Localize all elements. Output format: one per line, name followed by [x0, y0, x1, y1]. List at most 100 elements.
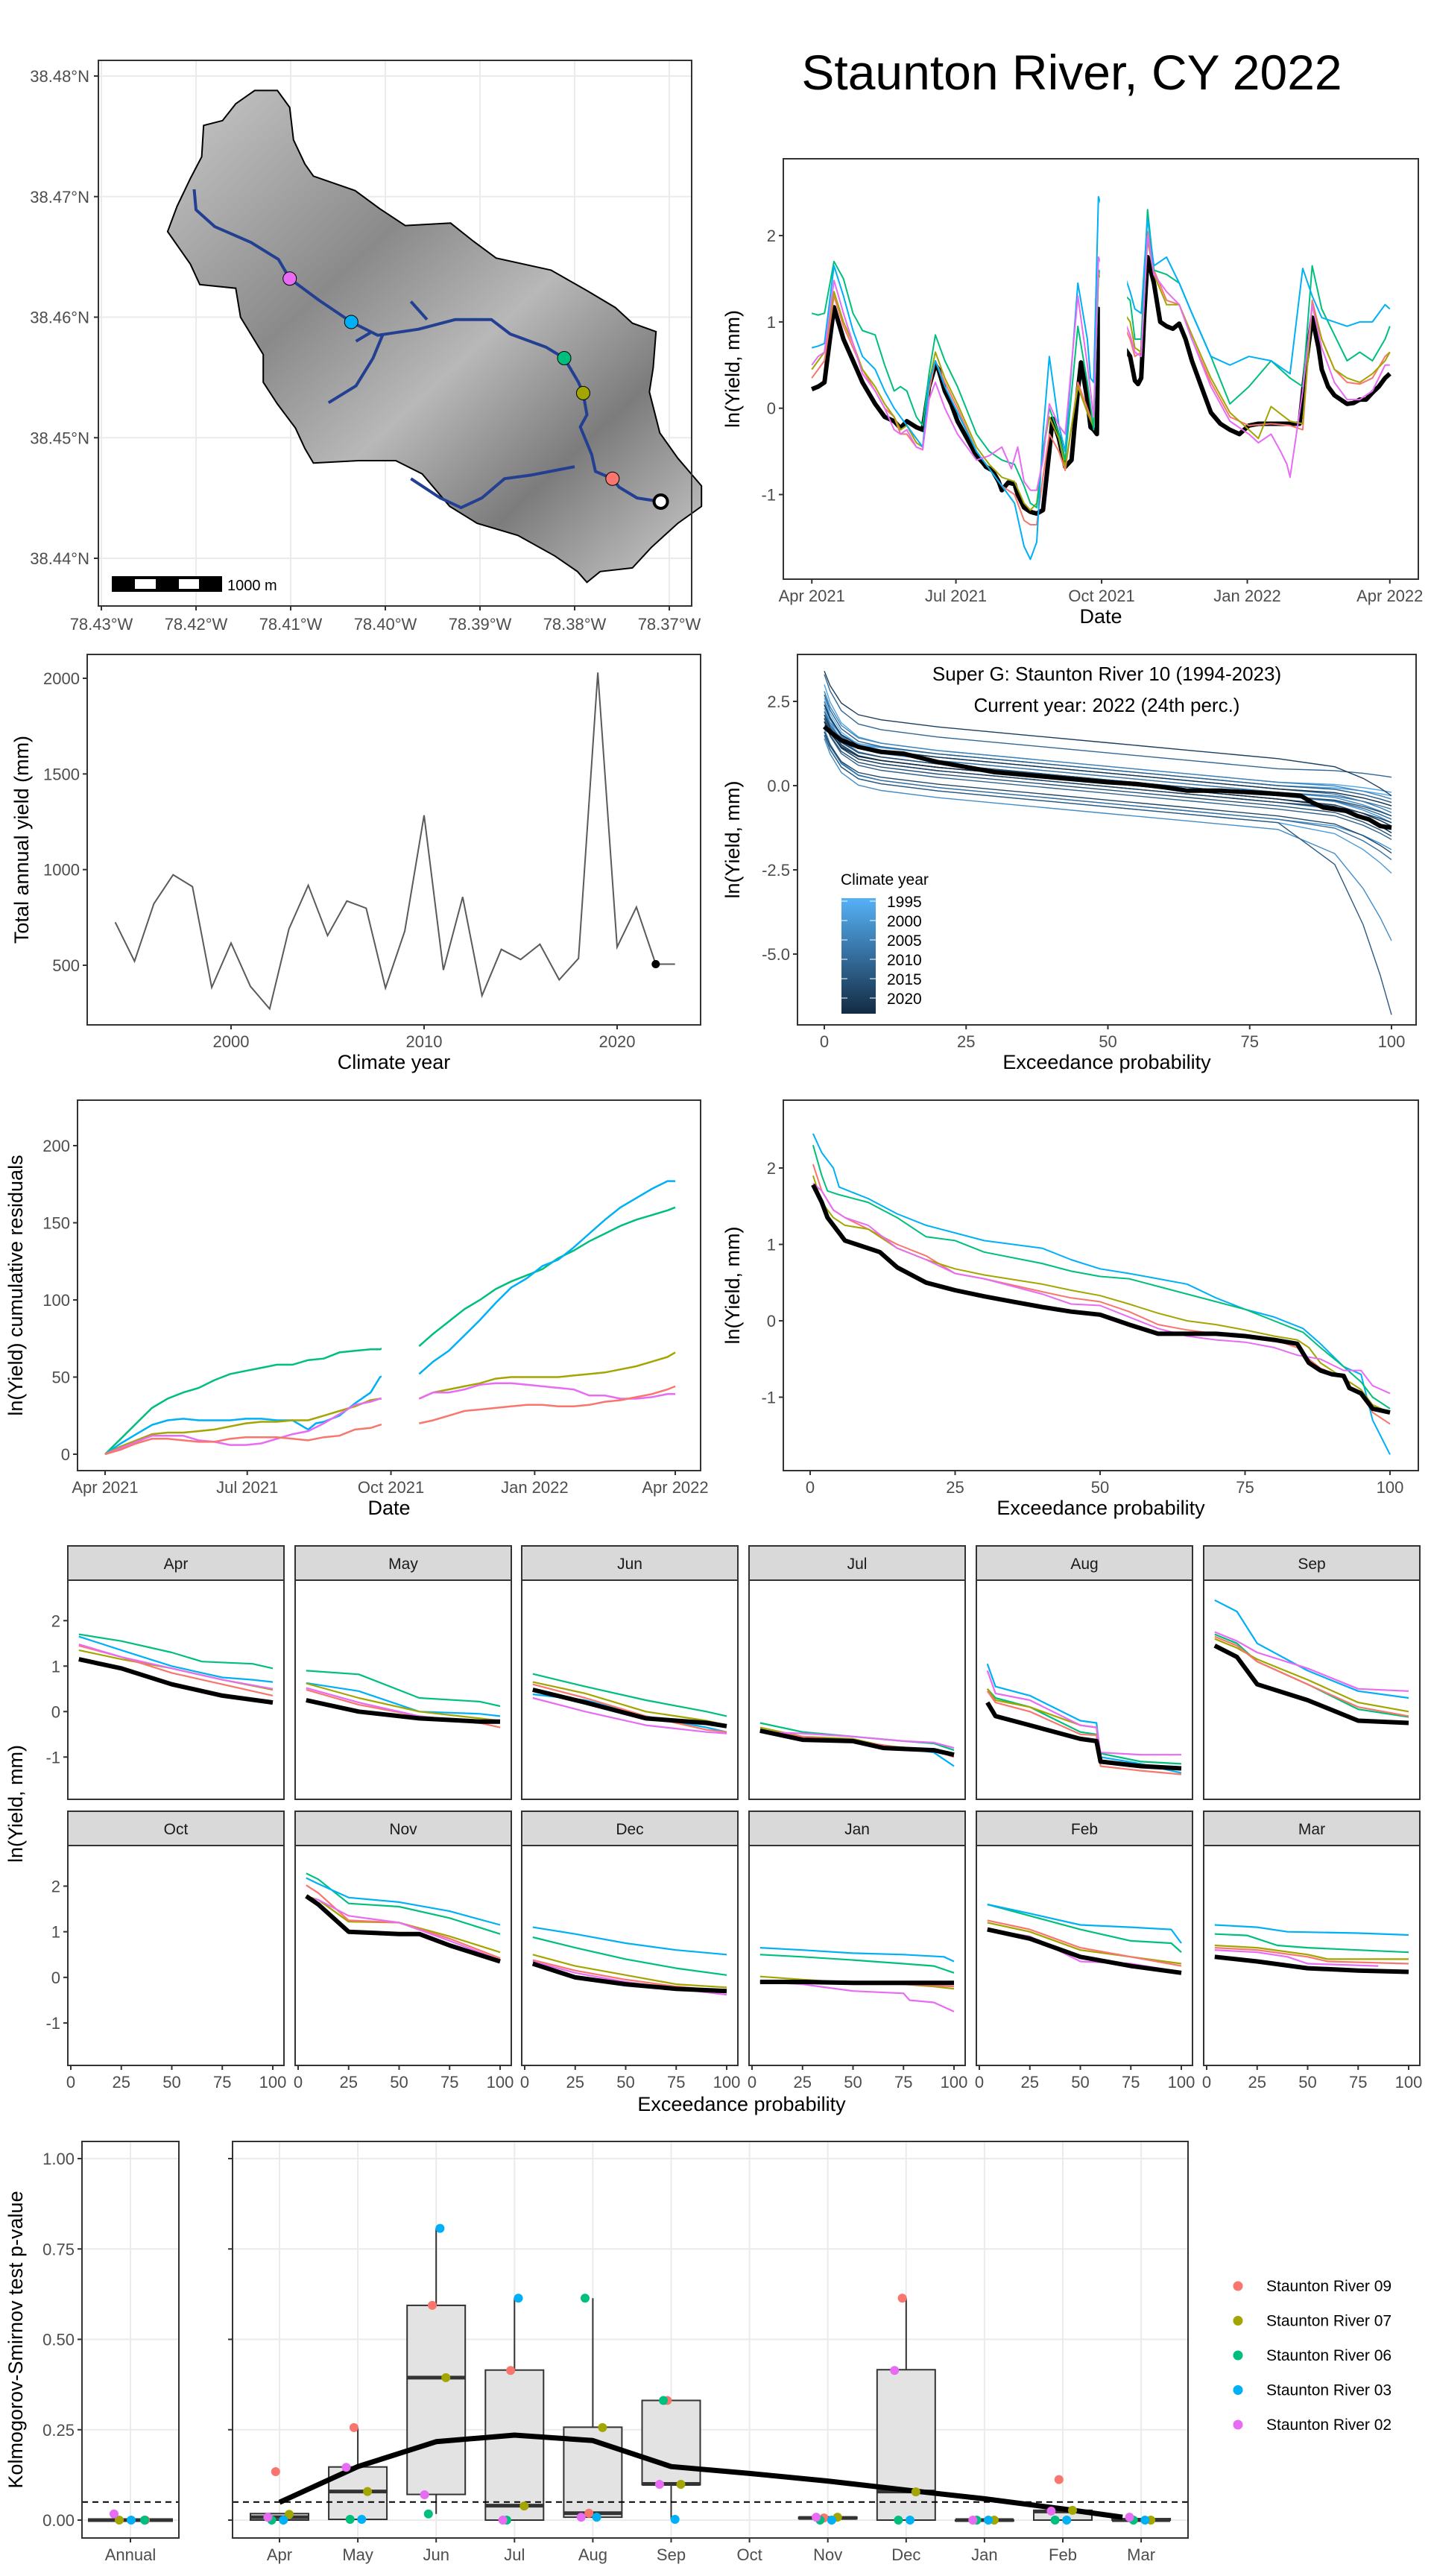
facet-strip-label: Mar [1298, 1821, 1325, 1838]
stream-line [409, 300, 429, 321]
y-tick-label: 50 [52, 1368, 70, 1387]
facet-strip-label: Jan [844, 1821, 870, 1838]
site-point [592, 2513, 601, 2522]
box [406, 2304, 467, 2496]
reference-duration-line [305, 1894, 501, 1964]
legend-item: Staunton River 06 [1233, 2347, 1391, 2364]
y-tick-label: 0 [51, 1969, 60, 1987]
duration-line [532, 1926, 727, 1956]
reference-duration-line [1214, 1954, 1409, 1974]
x-tick-label: Aug [578, 2545, 607, 2564]
y-axis-title: ln(Yield, mm) [721, 310, 744, 428]
x-tick-label: 0 [294, 2073, 303, 2092]
climate-year-line [824, 721, 1392, 840]
map-axes: 78.43°W 78.42°W 78.41°W 78.40°W 78.39°W 78.38… [30, 67, 701, 634]
scale-bar-label: 1000 m [227, 578, 277, 594]
x-tick-label: 25 [957, 1032, 975, 1051]
site-point [576, 2513, 586, 2522]
duration-line [987, 1903, 1182, 1954]
x-tick-label: Oct 2021 [358, 1478, 424, 1497]
x-tick-label: 50 [1298, 2073, 1316, 2092]
plot-background [68, 1846, 284, 2065]
map-x-tick-label: 78.43°W [70, 615, 133, 634]
y-tick-label: 100 [42, 1291, 70, 1310]
data-gap [381, 1102, 418, 1469]
site-point [906, 2516, 914, 2525]
x-tick-label: Jun [423, 2545, 449, 2564]
duration-line [812, 1175, 1391, 1413]
y-tick-label: 0 [51, 1702, 60, 1721]
site-point [357, 2515, 367, 2525]
site-point [584, 2508, 594, 2518]
plot-background [783, 1100, 1418, 1471]
duration-line [306, 1682, 501, 1722]
climate-year-line [824, 731, 1392, 853]
map-x-tick-label: 78.39°W [449, 615, 512, 634]
facet-strip-label: Sep [1298, 1556, 1325, 1573]
monthly-duration-facets: Apr -1 0 1 2 May Jun Jul Aug Sep Oct -1 0 1 2 0 25 50 75 10… [4, 1545, 1422, 2115]
x-tick-label: Apr 2022 [1356, 587, 1423, 605]
colorbar-label: 1995 [887, 894, 922, 911]
duration-line [1214, 1631, 1409, 1692]
site-marker [344, 315, 358, 329]
facet-jul: Jul [748, 1545, 966, 1800]
x-tick-label: Jul 2021 [216, 1478, 278, 1497]
cumulative-residuals-panel: 0 50 100 150 200 Apr 2021 Jul 2021 Oct 2021 Jan … [4, 1099, 709, 1519]
x-tick-label: 50 [1099, 1032, 1116, 1051]
colorbar-label: 2005 [887, 932, 922, 950]
panel-border [783, 1099, 1419, 1471]
duration-line [532, 1954, 727, 1989]
x-tick-label: 0 [66, 2073, 75, 2092]
x-tick-label: Dec [891, 2545, 920, 2564]
facet-jan: Jan 0 25 50 75 100 [748, 1811, 967, 2092]
x-tick-label: Nov [813, 2545, 842, 2564]
super-g-title: Super G: Staunton River 10 (1994-2023) [932, 663, 1281, 685]
climate-year-line [824, 734, 1392, 1015]
y-tick-label: 1 [767, 1236, 776, 1254]
x-tick-label: 25 [1248, 2073, 1266, 2092]
x-tick-label: 100 [1168, 2073, 1195, 2092]
x-tick-label: May [342, 2545, 373, 2564]
x-tick-label: 2000 [213, 1032, 250, 1051]
colorbar-label: 2000 [887, 913, 922, 930]
climate-year-line [824, 731, 1392, 860]
x-tick-label: Apr 2021 [779, 587, 845, 605]
site-point [506, 2366, 516, 2375]
series-line [811, 239, 1391, 511]
y-tick-label: 0.0 [767, 777, 790, 795]
panel-border [77, 1099, 701, 1471]
y-tick-label: 2 [767, 227, 776, 245]
x-tick-label: Sep [657, 2545, 686, 2564]
y-tick-label: -1 [45, 2014, 60, 2033]
x-tick-label: 2010 [406, 1032, 443, 1051]
facet-feb: Feb 0 25 50 75 100 [975, 1811, 1195, 2092]
facet-strip [748, 1811, 966, 1846]
panel-border [976, 1845, 1193, 2066]
duration-line [987, 1903, 1182, 1944]
panel-border [783, 158, 1419, 580]
duration-line [1214, 1599, 1409, 1699]
site-point [581, 2294, 590, 2303]
legend-swatch [1233, 2419, 1243, 2430]
panel-border [294, 1845, 512, 2066]
y-tick-label: -1 [761, 1389, 776, 1407]
duration-line [532, 1936, 727, 1976]
colorbar-label: 2020 [887, 991, 922, 1008]
duration-line [1214, 1933, 1409, 1954]
facet-strip-label: Oct [164, 1821, 189, 1838]
duration-line [306, 1877, 501, 1926]
x-tick-label: 0 [1202, 2073, 1211, 2092]
site-marker [575, 385, 590, 400]
facet-nov: Nov 0 25 50 75 100 [294, 1811, 514, 2092]
duration-line [812, 1182, 1391, 1395]
x-tick-label: Mar [1127, 2545, 1155, 2564]
panel-border [232, 2141, 1189, 2539]
y-axis-title: ln(Yield, mm) [721, 1226, 744, 1344]
facet-strip-label: Jul [847, 1556, 868, 1573]
facet-strip [748, 1545, 966, 1581]
x-tick-label: 25 [566, 2073, 584, 2092]
site-point [1054, 2475, 1064, 2484]
site-point [349, 2422, 358, 2432]
x-tick-label: 0 [748, 2073, 756, 2092]
x-tick-label: 2020 [599, 1032, 636, 1051]
